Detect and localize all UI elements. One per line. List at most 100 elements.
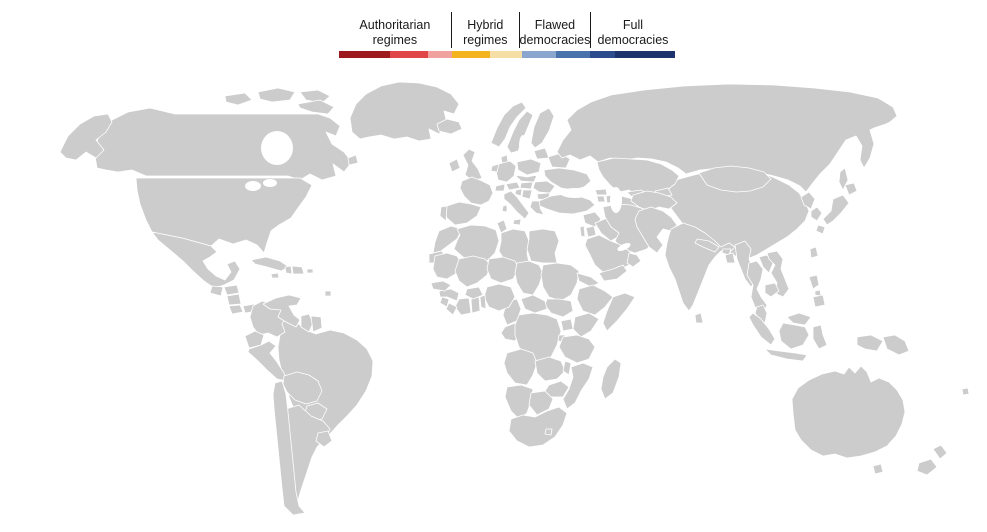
region-somalia — [602, 292, 636, 332]
region-bosnia — [514, 188, 523, 197]
legend-bar-segment — [590, 51, 615, 58]
region-thailand — [746, 260, 768, 314]
region-drc — [514, 312, 562, 362]
region-iceland — [436, 118, 463, 135]
region-eritrea — [576, 272, 600, 288]
region-chile — [272, 380, 306, 516]
legend-label-line: Flawed — [534, 18, 576, 32]
region-morocco — [432, 225, 463, 254]
region-benelux — [490, 163, 500, 173]
region-baltics — [533, 147, 550, 160]
region-guyana — [300, 313, 314, 333]
region-ukraine — [543, 167, 592, 191]
legend-bar-segment — [522, 51, 556, 58]
region-ireland — [448, 158, 461, 173]
caspian-sea-water — [610, 187, 622, 213]
region-puerto-rico — [306, 268, 314, 274]
legend-label-line: Authoritarian — [359, 18, 431, 32]
legend-bar-segment — [615, 51, 675, 58]
great-lakes-water — [245, 181, 261, 191]
region-trinidad — [324, 290, 332, 297]
region-arctic-island — [299, 89, 331, 104]
region-spain — [443, 201, 482, 226]
legend-bar-segment — [490, 51, 522, 58]
region-greenland — [349, 81, 460, 142]
hudson-bay-water — [261, 131, 293, 165]
region-malaysia-borneo — [786, 312, 812, 326]
region-lesotho — [544, 428, 553, 436]
region-peru — [247, 340, 288, 382]
region-serbia-balkans — [521, 189, 533, 200]
region-jamaica — [270, 272, 280, 279]
region-uruguay — [315, 430, 333, 448]
region-sierra-leone — [439, 296, 450, 308]
region-angola — [503, 348, 538, 386]
legend-bar-segment — [339, 51, 390, 58]
black-sea-water — [560, 188, 590, 198]
region-georgia — [594, 188, 608, 196]
legend-bar-segment — [556, 51, 590, 58]
region-russia — [556, 83, 898, 193]
persian-gulf-water — [617, 242, 631, 252]
region-uganda — [560, 318, 574, 332]
region-mozambique — [562, 362, 594, 410]
region-sicily — [512, 218, 522, 226]
great-lakes-water — [263, 179, 277, 187]
region-switzerland — [494, 183, 506, 192]
region-venezuela — [262, 294, 302, 328]
region-guinea — [438, 288, 460, 302]
region-egypt — [526, 228, 560, 264]
region-zambia — [534, 356, 566, 382]
region-indonesia-java — [764, 348, 808, 362]
region-israel — [579, 225, 586, 238]
region-uk — [462, 148, 483, 182]
region-haiti — [284, 265, 293, 275]
region-taiwan — [809, 246, 819, 259]
legend-bar-segment — [428, 51, 452, 58]
region-france — [459, 176, 494, 206]
region-cuba — [250, 256, 290, 272]
region-austria — [505, 181, 521, 191]
region-cambodia — [764, 282, 780, 298]
legend-label-line: regimes — [463, 33, 508, 47]
region-india — [664, 222, 736, 312]
legend-label-line: Full — [622, 18, 644, 32]
region-jordan — [585, 225, 597, 238]
region-south-korea — [810, 206, 823, 222]
region-namibia — [504, 384, 534, 420]
region-arctic-island — [224, 92, 253, 106]
region-car — [520, 294, 548, 314]
region-alaska — [59, 113, 113, 161]
region-oman — [626, 252, 642, 268]
region-suriname — [310, 315, 323, 333]
region-nz-north — [932, 444, 948, 460]
region-burkina-faso — [464, 286, 484, 300]
region-bangladesh — [724, 252, 736, 264]
region-sweden — [506, 110, 534, 154]
legend-item-authoritarian: Authoritarian regimes — [339, 12, 451, 48]
region-ecuador — [244, 330, 265, 349]
legend-label-line: Hybrid — [467, 18, 504, 32]
baltic-sea-water — [519, 135, 527, 157]
region-papua-new-guinea — [882, 334, 910, 356]
region-senegal — [430, 280, 452, 292]
legend-item-flawed: Flawed democracies — [518, 12, 591, 48]
region-japan-honshu — [822, 194, 850, 226]
region-germany — [495, 160, 517, 183]
region-arctic-island — [297, 99, 335, 115]
region-mongolia — [698, 165, 772, 193]
region-japan-kyushu — [815, 224, 826, 235]
region-armenia — [596, 195, 606, 203]
region-sardinia — [501, 204, 508, 213]
region-botswana — [528, 390, 554, 416]
region-australia — [791, 365, 906, 459]
region-tanzania — [558, 334, 596, 364]
region-ivory-coast — [454, 297, 472, 316]
region-north-korea — [800, 191, 816, 210]
region-bolivia — [282, 371, 323, 405]
legend-label-line: democracies — [519, 33, 591, 47]
legend: Authoritarian regimes Hybrid regimes Fla… — [339, 12, 675, 58]
region-pakistan — [634, 206, 678, 254]
